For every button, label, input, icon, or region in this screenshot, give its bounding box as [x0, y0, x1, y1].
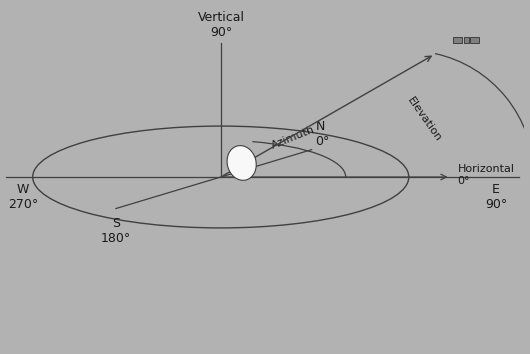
Text: E
90°: E 90°	[485, 183, 507, 211]
Ellipse shape	[227, 145, 256, 180]
Text: S
180°: S 180°	[101, 217, 131, 245]
Text: Azimuth: Azimuth	[270, 125, 316, 151]
Bar	[464, 36, 469, 44]
Text: Elevation: Elevation	[405, 95, 443, 143]
Text: W
270°: W 270°	[8, 183, 38, 211]
Bar	[470, 37, 479, 43]
Text: Horizontal
0°: Horizontal 0°	[457, 164, 515, 186]
Bar	[454, 37, 462, 43]
Text: Vertical
90°: Vertical 90°	[198, 11, 245, 39]
Text: N
0°: N 0°	[315, 120, 330, 148]
